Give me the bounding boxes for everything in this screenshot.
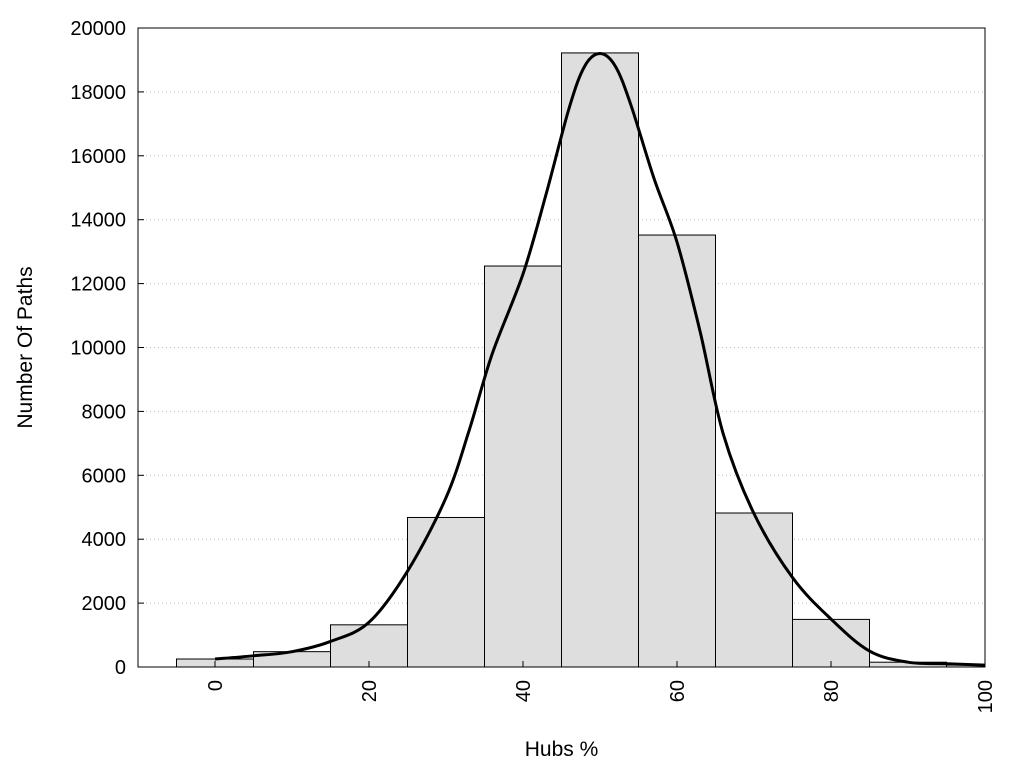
x-tick-label: 100	[975, 680, 997, 713]
x-tick-label: 40	[513, 680, 535, 702]
x-axis-ticks: 0 20 40 60 80 100	[205, 661, 997, 713]
histogram-bars	[176, 52, 986, 668]
y-tick-label: 4000	[82, 529, 127, 551]
y-tick-label: 20000	[70, 18, 126, 40]
y-axis-title: Number Of Paths	[14, 266, 37, 428]
x-tick-label: 60	[667, 680, 689, 702]
y-tick-label: 14000	[70, 210, 126, 232]
histogram-bar	[715, 512, 793, 668]
y-tick-label: 10000	[70, 338, 126, 360]
x-tick-label: 20	[359, 680, 381, 702]
y-tick-label: 12000	[70, 274, 126, 296]
histogram-bar	[638, 234, 716, 668]
y-tick-label: 16000	[70, 146, 126, 168]
y-tick-label: 6000	[82, 465, 127, 487]
y-axis-ticks: 0 2000 4000 6000 8000 10000 12000 14000 16000 180…	[70, 18, 144, 679]
histogram-bar	[561, 52, 639, 668]
x-tick-label: 80	[821, 680, 843, 702]
y-tick-label: 0	[115, 657, 126, 679]
y-tick-label: 8000	[82, 401, 127, 423]
y-tick-label: 18000	[70, 82, 126, 104]
y-tick-label: 2000	[82, 593, 127, 615]
histogram-bar	[330, 624, 408, 668]
histogram-bar	[407, 516, 485, 668]
x-axis-title: Hubs %	[525, 738, 599, 761]
histogram-bar	[484, 265, 562, 668]
density-curve	[214, 52, 986, 667]
x-tick-label: 0	[205, 680, 227, 691]
